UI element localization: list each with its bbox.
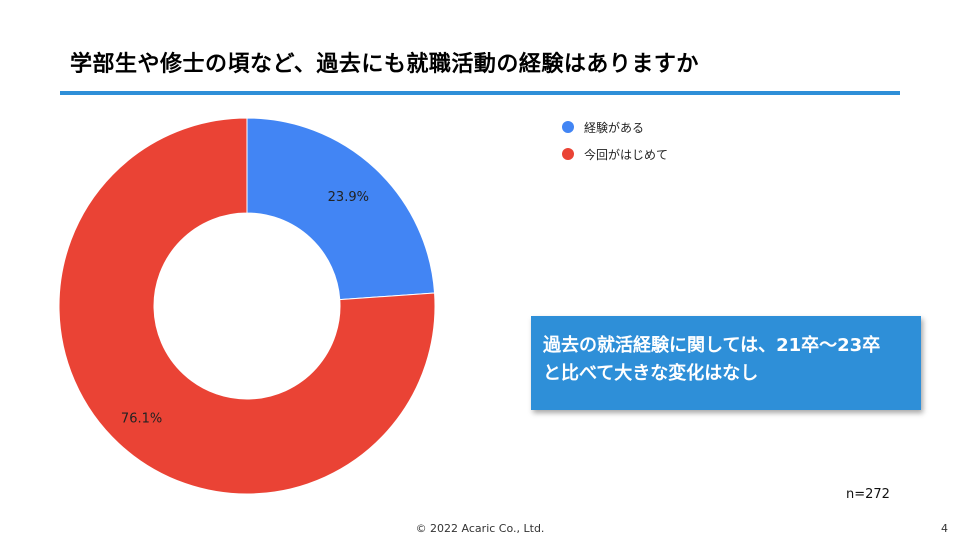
legend-swatch-first-time — [562, 148, 574, 160]
legend-item-first-time: 今回がはじめて — [562, 145, 668, 163]
legend-label-first-time: 今回がはじめて — [584, 147, 669, 162]
sample-size: n=272 — [846, 487, 890, 502]
callout-line-2: と比べて大きな変化はなし — [543, 363, 759, 384]
slice-label-first-time: 76.1% — [121, 411, 162, 426]
callout-line-1: 過去の就活経験に関しては、21卒〜23卒 — [543, 335, 881, 356]
slice-label-experienced: 23.9% — [328, 190, 369, 205]
title-underline — [60, 91, 900, 95]
legend-swatch-experienced — [562, 121, 574, 133]
legend-label-experienced: 経験がある — [584, 120, 645, 135]
page-number: 4 — [941, 522, 948, 535]
legend-item-experienced: 経験がある — [562, 118, 668, 136]
copyright-footer: © 2022 Acaric Co., Ltd. — [415, 522, 545, 535]
donut-slice-experienced — [246, 117, 436, 301]
summary-callout: 過去の就活経験に関しては、21卒〜23卒 と比べて大きな変化はなし — [531, 316, 921, 410]
slide-title: 学部生や修士の頃など、過去にも就職活動の経験はありますか — [70, 52, 699, 77]
donut-slice-first-time — [58, 117, 436, 495]
chart-legend: 経験がある 今回がはじめて — [562, 118, 668, 172]
